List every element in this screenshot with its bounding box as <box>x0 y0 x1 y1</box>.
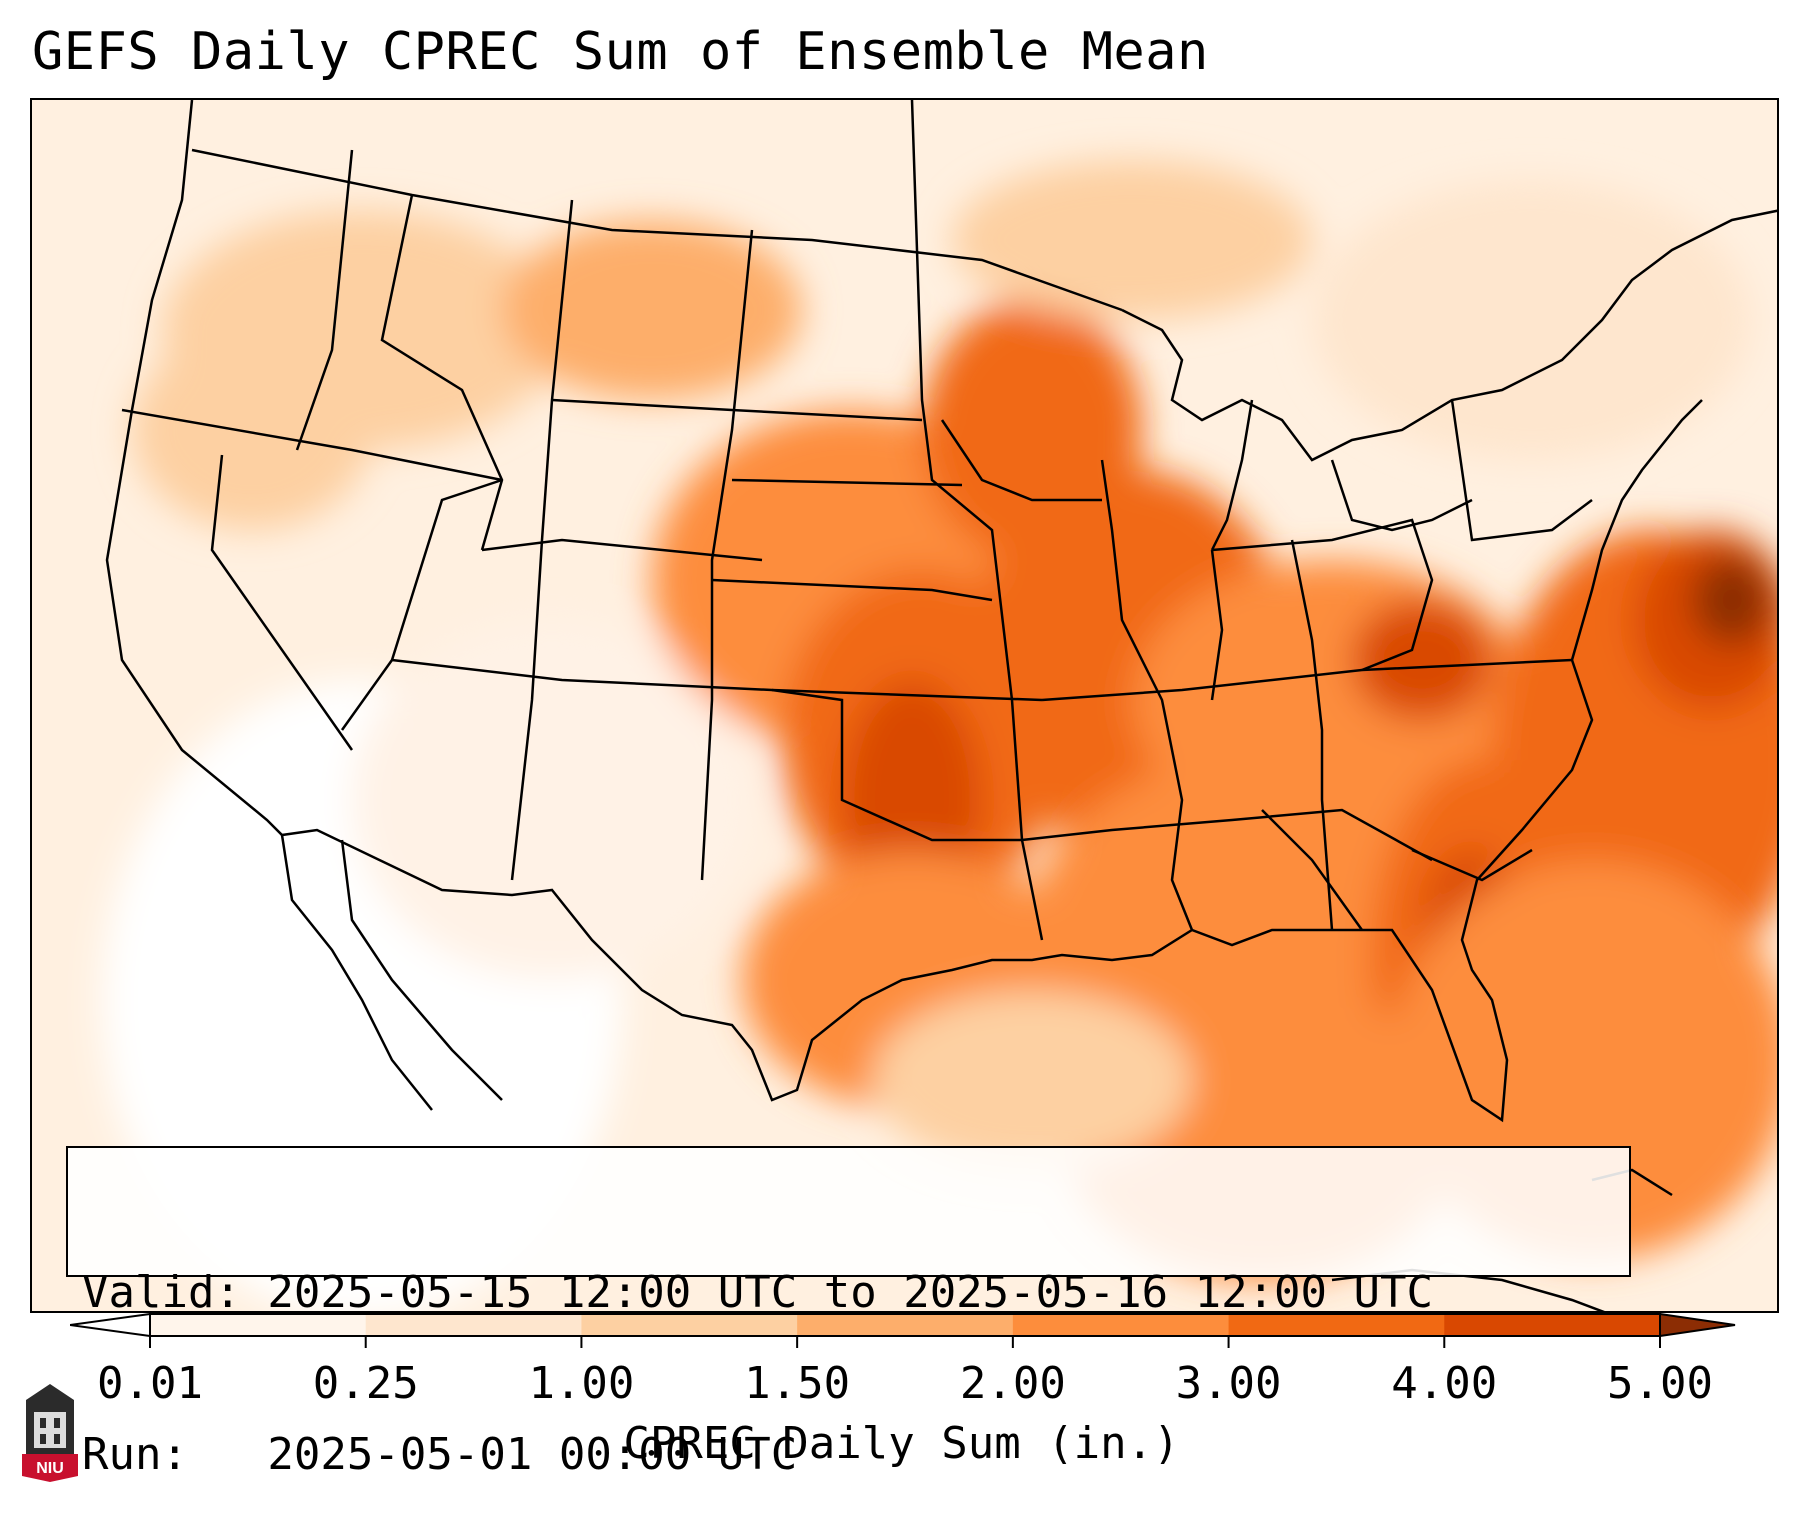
colorbar-segment <box>1012 1314 1230 1336</box>
colorbar-segment <box>150 1314 367 1336</box>
valid-run-info-box: Valid: 2025-05-15 12:00 UTC to 2025-05-1… <box>66 1146 1631 1480</box>
map-canvas <box>32 100 1777 1311</box>
colorbar-tick-label: 4.00 <box>1391 1358 1498 1409</box>
colorbar-segment <box>365 1314 582 1336</box>
colorbar-tick-label: 1.50 <box>744 1358 851 1409</box>
colorbar-extend-high <box>1660 1314 1735 1336</box>
colorbar <box>70 1313 1736 1348</box>
colorbar-tick-label: 5.00 <box>1607 1358 1713 1409</box>
colorbar-label: CPREC Daily Sum (in.) <box>623 1418 1180 1469</box>
colorbar-tick-label: 0.01 <box>97 1358 203 1409</box>
chart-title: GEFS Daily CPREC Sum of Ensemble Mean <box>32 22 1209 82</box>
colorbar-segment <box>1444 1314 1661 1336</box>
colorbar-segment <box>581 1314 798 1336</box>
colorbar-tick-label: 0.25 <box>312 1358 419 1409</box>
run-time-text: Run: 2025-05-01 00:00 UTC <box>82 1429 798 1480</box>
boundaries <box>105 100 1777 1311</box>
colorbar-tick-label: 1.00 <box>528 1358 635 1409</box>
precip-map <box>30 98 1779 1313</box>
niu-logo: NIU <box>22 1384 78 1482</box>
valid-time-text: Valid: 2025-05-15 12:00 UTC to 2025-05-1… <box>82 1267 1434 1318</box>
colorbar-tick-label: 2.00 <box>959 1358 1066 1409</box>
colorbar-segment <box>797 1314 1014 1336</box>
colorbar-extend-low <box>70 1314 150 1336</box>
colorbar-segment <box>1228 1314 1445 1336</box>
svg-text:NIU: NIU <box>36 1460 64 1477</box>
colorbar-tick-label: 3.00 <box>1175 1358 1282 1409</box>
